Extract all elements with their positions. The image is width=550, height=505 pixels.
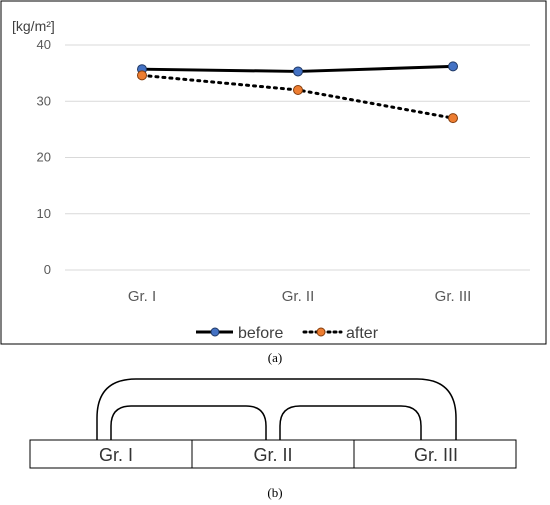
x-category-label: Gr. II [282, 288, 315, 305]
y-tick-label: 20 [37, 150, 51, 165]
arc-gr1-gr3 [96, 378, 457, 440]
legend-before-label: before [238, 325, 283, 342]
y-tick-label: 0 [44, 262, 51, 277]
point-after-3 [448, 113, 458, 124]
y-tick-label: 10 [37, 206, 51, 221]
group-box-2 [191, 439, 355, 469]
point-before-2 [293, 66, 303, 77]
comparison-arcs [96, 378, 457, 440]
x-category-labels: Gr. I Gr. II Gr. III [128, 288, 472, 305]
caption-b: (b) [267, 485, 282, 500]
x-category-label: Gr. I [128, 288, 156, 305]
legend-before-marker [210, 327, 220, 337]
arc-gr2-gr3 [279, 405, 422, 440]
chart-area-border [0, 0, 547, 345]
y-unit-label: [kg/m²] [12, 18, 55, 34]
legend: before after [196, 325, 379, 342]
y-tick-labels: 0 10 20 30 40 [37, 37, 51, 277]
group-boxes: Gr. I Gr. II Gr. III [29, 439, 517, 469]
y-tick-label: 40 [37, 37, 51, 52]
point-before-3 [448, 61, 458, 72]
group-label-2: Gr. II [253, 445, 292, 465]
group-label-1: Gr. I [99, 445, 133, 465]
point-after-1 [137, 70, 147, 81]
legend-after-label: after [346, 325, 379, 342]
point-after-2 [293, 85, 303, 95]
arc-gr1-gr2 [110, 405, 267, 440]
series-lines [137, 61, 458, 124]
x-category-label: Gr. III [435, 288, 472, 305]
group-box-3 [353, 439, 517, 469]
group-label-3: Gr. III [414, 445, 458, 465]
gridlines [65, 44, 530, 271]
legend-after-marker [316, 327, 326, 337]
caption-a: (a) [268, 350, 282, 365]
y-tick-label: 30 [37, 93, 51, 108]
